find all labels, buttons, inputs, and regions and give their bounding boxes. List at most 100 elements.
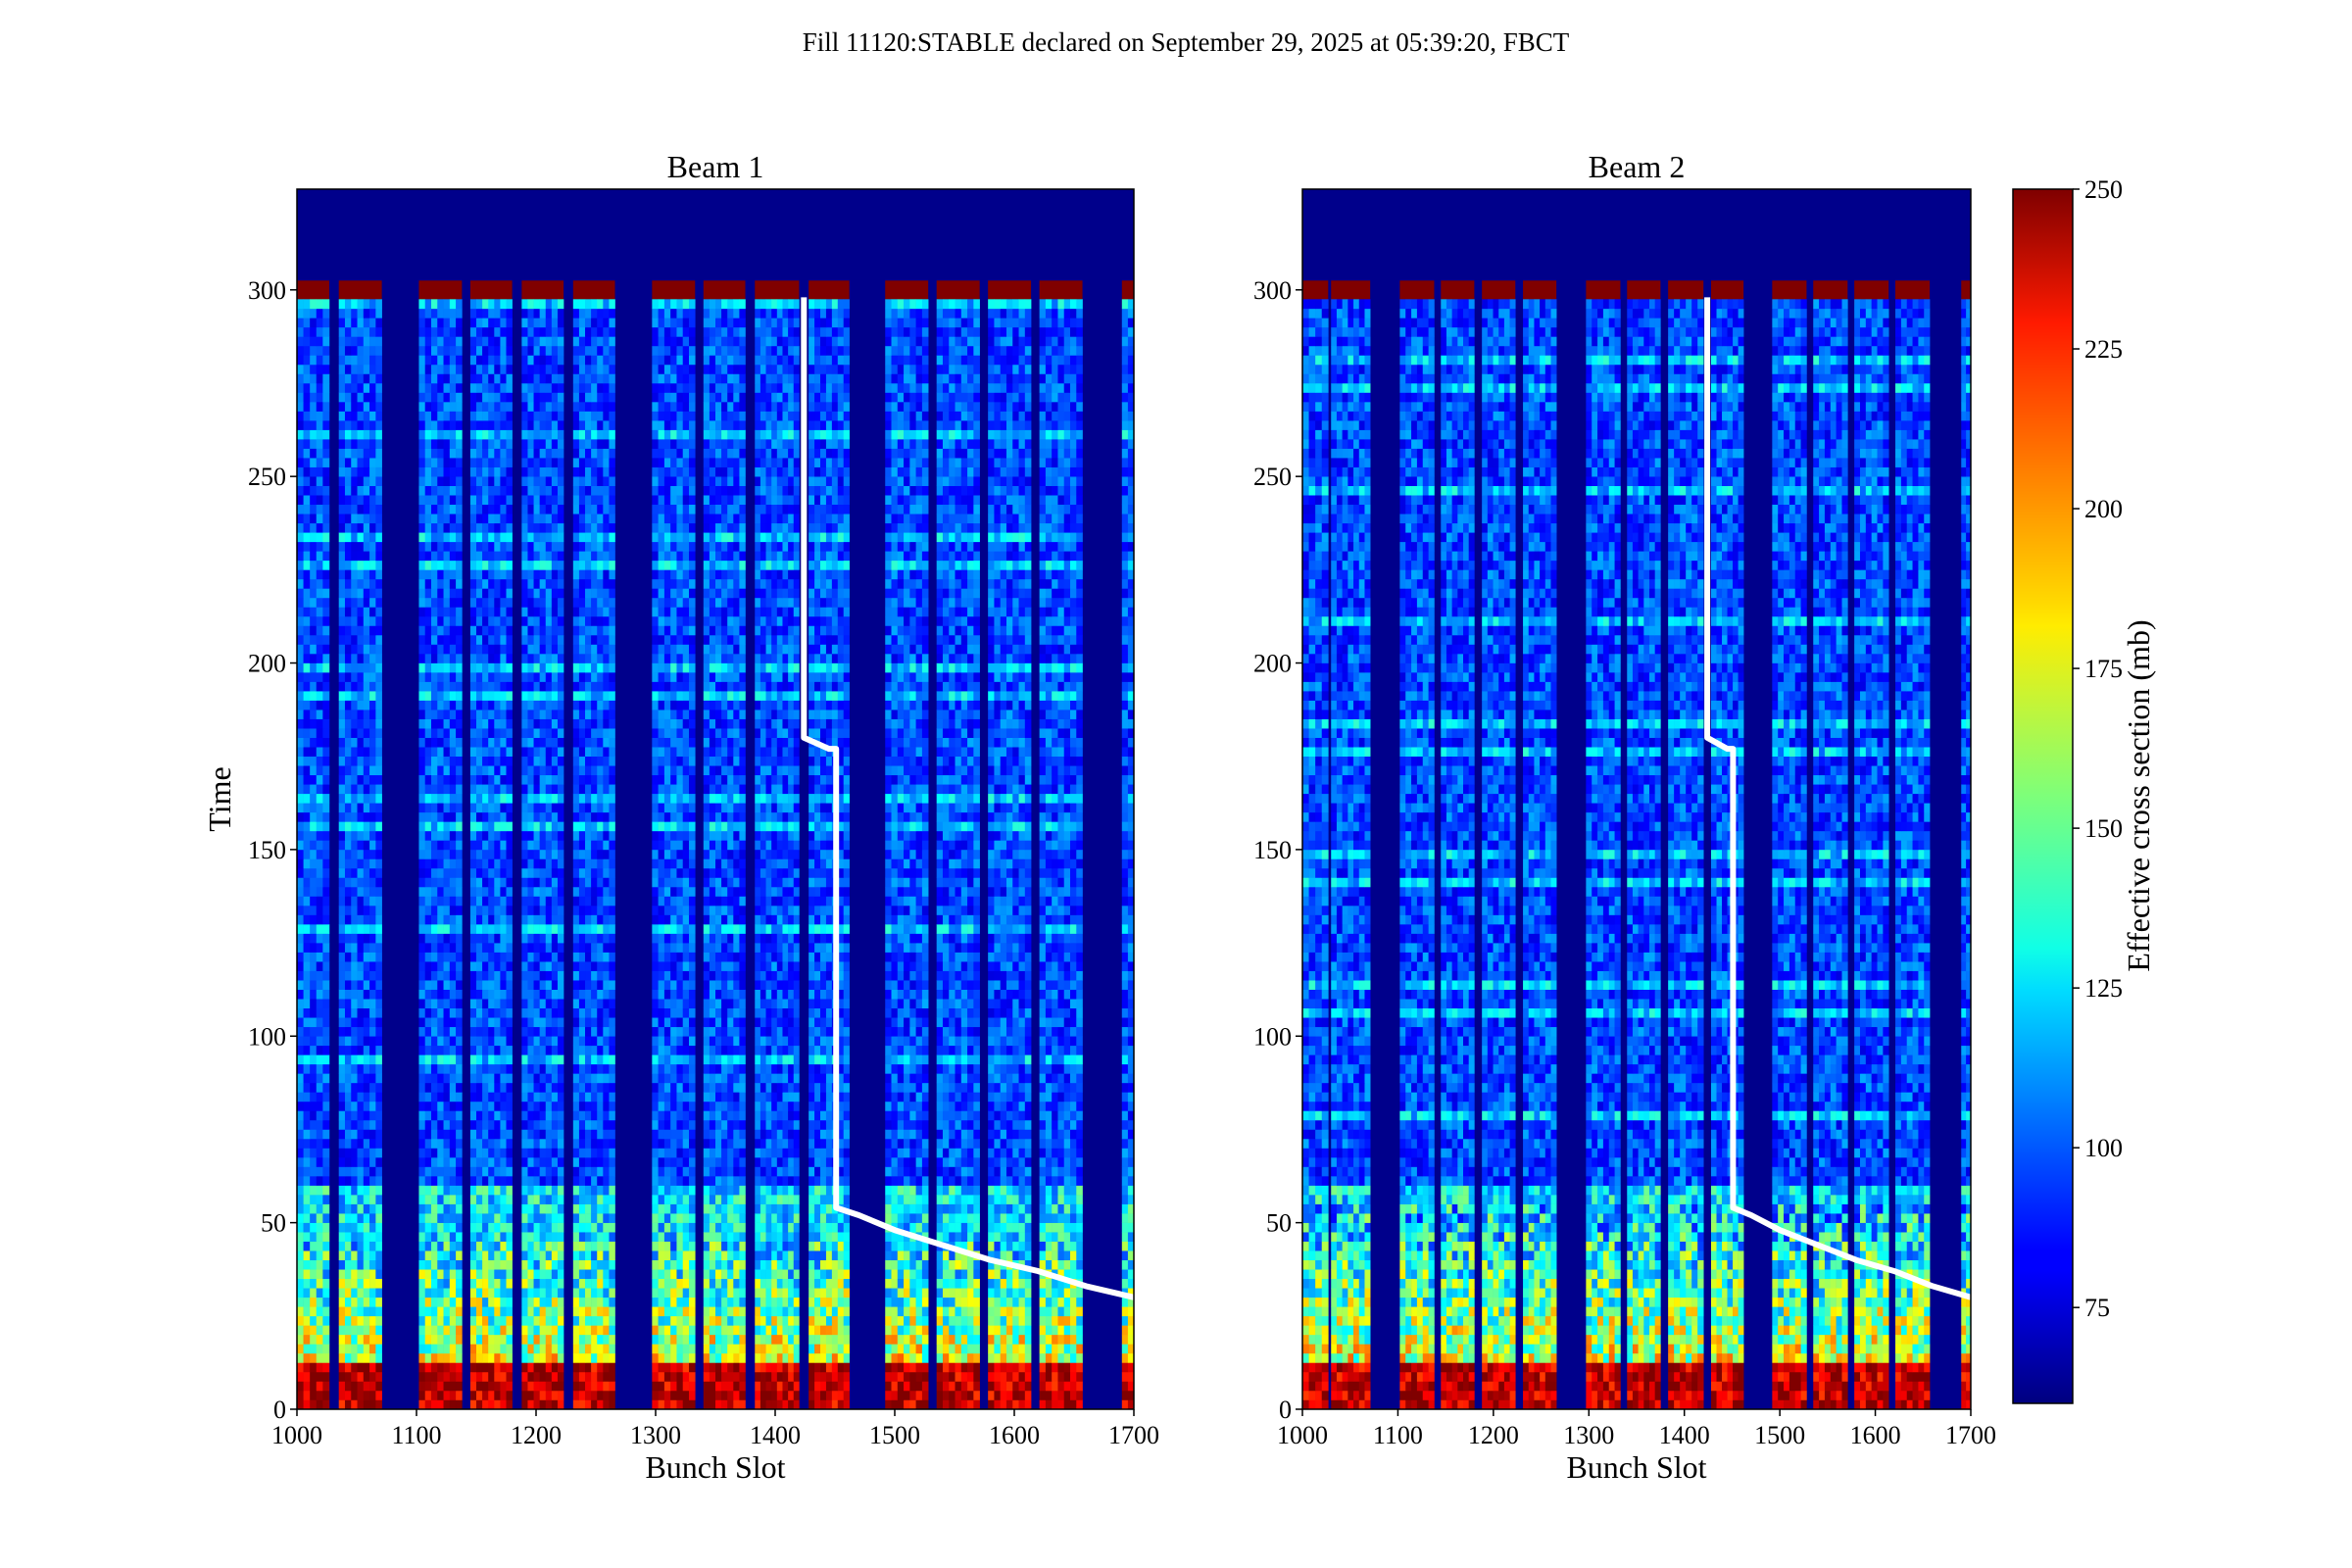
heatmap-cell [456, 654, 463, 663]
heatmap-cell [533, 1185, 540, 1196]
heatmap-cell [521, 336, 528, 347]
heatmap-cell [344, 1157, 352, 1167]
heatmap-cell [344, 710, 352, 719]
heatmap-cell [533, 1241, 540, 1251]
heatmap-cell [500, 299, 507, 310]
heatmap-cell [494, 718, 501, 729]
heatmap-cell [456, 1259, 463, 1270]
heatmap-cell [597, 728, 604, 738]
heatmap-cell [506, 1232, 513, 1242]
heatmap-cell [344, 345, 352, 356]
heatmap-cell [449, 625, 457, 636]
heatmap-cell [527, 1306, 534, 1317]
heatmap-cell [603, 1148, 610, 1158]
heatmap-cell [357, 1054, 365, 1065]
heatmap-cell [469, 1092, 477, 1102]
heatmap-cell [572, 466, 580, 477]
heatmap-cell [430, 1082, 438, 1093]
heatmap-cell [437, 737, 444, 748]
heatmap-cell [322, 654, 330, 663]
heatmap-cell [500, 980, 507, 990]
heatmap-cell [521, 345, 528, 356]
heatmap-cell [533, 308, 540, 318]
heatmap-cell [351, 1269, 358, 1280]
heatmap-cell [338, 1129, 346, 1140]
heatmap-cell [430, 1232, 438, 1242]
heatmap-cell [494, 392, 501, 403]
heatmap-cell [322, 803, 330, 813]
heatmap-cell [609, 1259, 615, 1270]
heatmap-cell [316, 700, 323, 710]
heatmap-cell [603, 681, 610, 692]
heatmap-cell [357, 625, 365, 636]
heatmap-cell [557, 634, 564, 645]
heatmap-cell [351, 1203, 358, 1214]
heatmap-cell [424, 933, 432, 944]
heatmap-cell [572, 345, 580, 356]
heatmap-cell [357, 522, 365, 533]
heatmap-cell [303, 514, 311, 524]
heatmap-cell [545, 906, 553, 915]
heatmap-cell [424, 1269, 432, 1280]
heatmap-cell [375, 886, 382, 897]
heatmap-cell [539, 597, 547, 608]
heatmap-cell [316, 476, 323, 486]
heatmap-cell [338, 541, 346, 552]
heatmap-cell [310, 597, 318, 608]
heatmap-cell [449, 896, 457, 906]
heatmap-cell [338, 308, 346, 318]
heatmap-cell [338, 1390, 346, 1400]
heatmap-cell [482, 906, 489, 915]
heatmap-cell [437, 728, 444, 738]
heatmap-cell [449, 1306, 457, 1317]
heatmap-cell [591, 597, 598, 608]
heatmap-cell [539, 747, 547, 758]
heatmap-cell [539, 485, 547, 496]
heatmap-cell [375, 784, 382, 795]
heatmap-cell [609, 336, 615, 347]
heatmap-cell [449, 1213, 457, 1223]
heatmap-cell [476, 299, 483, 310]
heatmap-cell [369, 1241, 376, 1251]
heatmap-cell [572, 588, 580, 599]
heatmap-cell [482, 551, 489, 562]
heatmap-cell [476, 476, 483, 486]
heatmap-cell [652, 1241, 659, 1251]
heatmap-cell [609, 644, 615, 655]
heatmap-cell [303, 429, 311, 440]
heatmap-cell [469, 681, 477, 692]
heatmap-cell [418, 336, 426, 347]
heatmap-cell [357, 877, 365, 888]
heatmap-cell [369, 728, 376, 738]
heatmap-cell [476, 1138, 483, 1149]
heatmap-cell [488, 1306, 495, 1317]
heatmap-cell [557, 756, 564, 766]
heatmap-cell [338, 886, 346, 897]
heatmap-cell [658, 1250, 665, 1261]
heatmap-cell [494, 345, 501, 356]
heatmap-cell [456, 411, 463, 421]
heatmap-cell [449, 476, 457, 486]
heatmap-cell [597, 1157, 604, 1167]
heatmap-cell [545, 765, 553, 776]
heatmap-cell [494, 1344, 501, 1354]
heatmap-cell [545, 504, 553, 514]
heatmap-cell [344, 718, 352, 729]
heatmap-cell [545, 1306, 553, 1317]
heatmap-cell [418, 747, 426, 758]
heatmap-cell [363, 933, 370, 944]
heatmap-cell [363, 615, 370, 626]
heatmap-cell [338, 858, 346, 869]
heatmap-cell [488, 886, 495, 897]
heatmap-cell [456, 1036, 463, 1047]
heatmap-cell [597, 382, 604, 393]
heatmap-cell [297, 830, 304, 841]
heatmap-cell [369, 644, 376, 655]
heatmap-cell [437, 1119, 444, 1130]
heatmap-cell [578, 411, 586, 421]
heatmap-cell [443, 718, 451, 729]
heatmap-cell [578, 728, 586, 738]
heatmap-cell [456, 522, 463, 533]
heatmap-cell [597, 1007, 604, 1018]
heatmap-cell [316, 625, 323, 636]
